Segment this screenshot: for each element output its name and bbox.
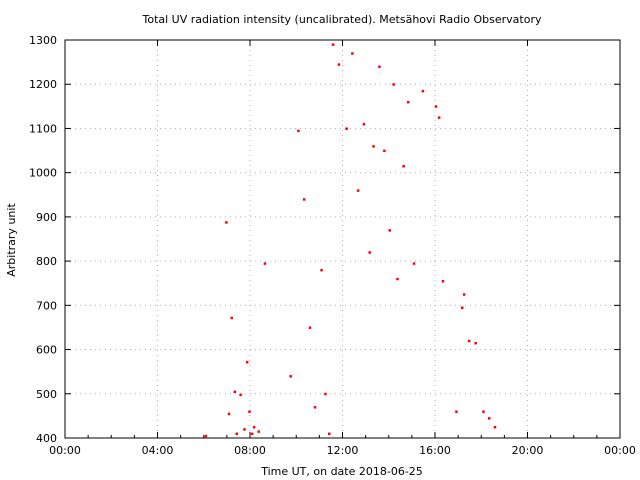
y-tick-label: 400 [36,432,57,445]
data-point [235,432,239,436]
data-point [313,406,317,409]
data-point [467,339,471,343]
data-point [388,229,392,232]
x-tick-label: 20:00 [512,444,544,457]
data-point [437,116,441,119]
data-point [297,129,300,133]
data-point [412,262,416,265]
x-tick-label: 04:00 [142,444,174,457]
data-point [308,326,312,329]
data-point [233,390,237,394]
data-point [407,100,410,104]
data-point [324,392,327,396]
data-point [225,221,228,224]
x-tick-label: 12:00 [327,444,359,457]
data-point [337,63,341,66]
data-point [331,43,335,46]
y-tick-label: 600 [36,344,57,357]
data-point [263,262,267,265]
data-point [474,341,477,345]
data-point [434,105,438,108]
data-point [455,410,458,413]
y-tick-label: 700 [36,299,57,312]
data-point [482,410,485,413]
data-point [289,375,292,378]
data-point [252,425,256,429]
y-tick-label: 900 [36,211,57,224]
y-tick-label: 800 [36,255,57,268]
data-point [362,123,366,126]
y-tick-label: 1300 [29,34,57,47]
y-tick-label: 500 [36,388,57,401]
data-point [392,83,395,86]
axis-ticks: 00:00 04:00 08:00 12:00 16:00 20:00 00:0040050… [29,34,636,457]
y-tick-label: 1000 [29,167,57,180]
data-point [383,149,386,153]
data-point [493,425,497,429]
data-point [320,268,323,272]
data-point [378,65,381,69]
y-tick-label: 1100 [29,122,57,135]
data-point [487,417,491,420]
data-point [239,393,242,397]
data-point [230,316,233,320]
data-point [356,189,360,192]
x-tick-label: 08:00 [234,444,266,457]
data-point [421,89,425,93]
x-tick-label: 00:00 [604,444,636,457]
data-point [460,306,464,310]
data-point [250,432,254,436]
data-point [328,432,331,436]
x-tick-label: 16:00 [419,444,451,457]
data-point [345,127,348,130]
y-tick-label: 1200 [29,78,57,91]
data-point [351,52,354,55]
data-point [441,280,445,283]
data-point [302,198,306,201]
data-point [368,251,371,254]
data-point [372,145,375,148]
y-axis-label: Arbitrary unit [5,203,18,277]
data-point [462,293,466,296]
data-point [257,430,260,433]
x-axis-label: Time UT, on date 2018-06-25 [260,465,423,478]
data-point [204,434,208,438]
data-point [227,412,231,416]
data-points [204,43,497,438]
chart-title: Total UV radiation intensity (uncalibrat… [142,13,542,26]
data-point [396,277,399,281]
data-point [402,165,405,168]
data-point [248,410,251,413]
data-point [245,360,249,364]
x-tick-label: 00:00 [49,444,81,457]
data-point [243,428,246,431]
